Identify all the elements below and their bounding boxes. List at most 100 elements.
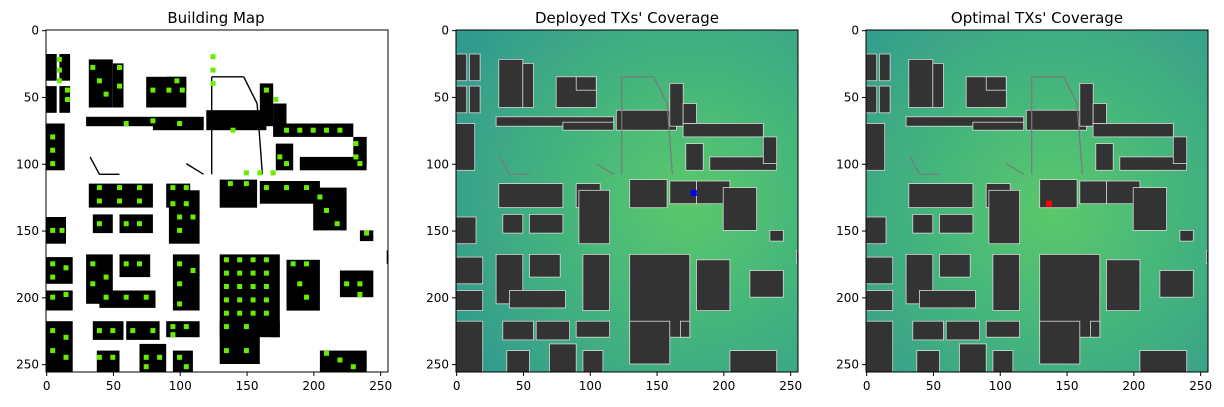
candidate-site: [223, 297, 229, 303]
candidate-site: [250, 310, 256, 316]
building: [769, 229, 784, 242]
building: [919, 290, 976, 309]
candidate-site: [96, 221, 102, 227]
candidate-site: [103, 91, 109, 97]
candidate-site: [304, 294, 309, 300]
axes-frame: [865, 29, 1209, 373]
candidate-sites-layer: [50, 54, 370, 370]
building: [46, 290, 73, 311]
x-tick-label: 200: [302, 379, 325, 393]
candidate-site: [117, 83, 122, 89]
candidate-site: [170, 201, 176, 207]
building: [86, 116, 204, 127]
candidate-site: [243, 324, 249, 330]
building: [1079, 180, 1107, 205]
candidate-site: [223, 257, 229, 263]
candidate-site: [337, 357, 343, 363]
plot-area: [455, 29, 799, 373]
building: [1089, 320, 1101, 338]
building: [92, 214, 113, 234]
candidate-site: [90, 281, 96, 287]
candidate-site: [96, 78, 102, 84]
candidate-site: [237, 270, 243, 276]
candidate-site: [243, 348, 249, 354]
buildings-layer: [455, 53, 799, 373]
candidate-site: [150, 328, 156, 334]
candidate-site: [64, 97, 70, 102]
candidate-site: [237, 257, 243, 263]
candidate-site: [223, 310, 229, 316]
building: [1132, 187, 1168, 231]
y-tick-label: 100: [426, 157, 449, 171]
axes-frame: [455, 29, 799, 373]
candidate-site: [110, 328, 116, 334]
candidate-site: [96, 198, 102, 204]
building: [455, 256, 484, 285]
candidate-site: [177, 214, 183, 220]
x-axis: 0 50 100 150 200 250: [863, 372, 1212, 393]
y-axis: 0 50 100 150 200 250: [16, 24, 46, 372]
candidate-site: [183, 201, 189, 207]
candidate-site: [177, 261, 183, 267]
building: [865, 216, 887, 245]
x-axis: 0 50 100 150 200 250: [43, 372, 392, 393]
building: [139, 343, 167, 372]
candidate-site: [56, 56, 62, 62]
candidate-site: [310, 127, 316, 133]
candidate-site: [277, 154, 283, 160]
y-tick-label: 0: [441, 24, 449, 38]
candidate-site: [284, 161, 289, 167]
y-tick-label: 250: [426, 358, 449, 372]
building: [985, 76, 1007, 91]
plot-area: [865, 29, 1209, 373]
building: [696, 259, 731, 312]
candidate-site: [123, 261, 129, 267]
building: [578, 189, 611, 245]
candidate-site: [123, 294, 129, 300]
candidate-site: [263, 270, 269, 276]
candidate-site: [179, 87, 185, 93]
x-tick-label: 150: [236, 379, 259, 393]
building: [535, 320, 570, 341]
candidate-site: [177, 301, 183, 307]
candidate-site: [190, 268, 196, 273]
candidate-site: [304, 185, 309, 191]
x-tick-label: 250: [369, 379, 392, 393]
y-tick-label: 200: [16, 291, 39, 305]
candidate-site: [250, 297, 256, 303]
candidate-site: [123, 121, 129, 126]
building: [749, 270, 784, 298]
y-tick-label: 150: [16, 224, 39, 238]
building: [912, 213, 934, 234]
candidate-site: [290, 261, 296, 267]
y-tick-label: 150: [836, 224, 859, 238]
building: [259, 181, 287, 204]
candidate-site: [324, 350, 329, 356]
candidate-site: [63, 354, 69, 360]
y-axis: 0 50 100 150 200 250: [836, 24, 866, 372]
building: [359, 230, 374, 242]
wall: [185, 163, 204, 175]
candidate-site: [50, 261, 56, 267]
building: [912, 320, 944, 341]
wall: [256, 103, 264, 175]
candidate-site: [50, 348, 56, 354]
building: [729, 350, 778, 373]
building: [878, 53, 891, 82]
building: [908, 183, 974, 209]
y-tick-label: 150: [426, 224, 449, 238]
candidate-site: [63, 292, 69, 297]
candidate-site: [170, 324, 176, 330]
y-tick-label: 50: [844, 90, 859, 104]
x-tick-label: 250: [779, 379, 802, 393]
building: [1159, 270, 1194, 298]
building: [46, 321, 73, 372]
candidate-site: [353, 141, 359, 147]
wall: [1063, 76, 1078, 104]
wall: [909, 156, 920, 175]
building: [865, 85, 878, 114]
wall: [1005, 163, 1024, 175]
candidate-site: [143, 364, 149, 370]
building: [353, 136, 367, 164]
